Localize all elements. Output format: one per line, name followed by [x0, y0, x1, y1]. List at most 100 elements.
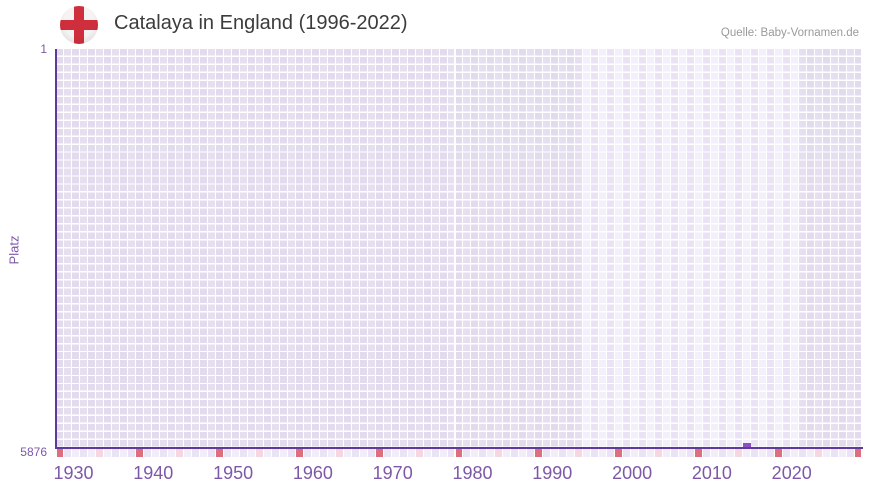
year-strip-cell-1952 [232, 449, 241, 457]
grid-column-1938 [120, 49, 129, 448]
year-strip-cell-1985 [495, 449, 504, 457]
year-strip-cell-1974 [407, 449, 416, 457]
grid-column-1934 [88, 49, 97, 448]
year-strip-cell-2027 [830, 449, 839, 457]
y-tick-min: 1 [40, 42, 47, 56]
data-point-2016 [742, 442, 751, 448]
grid-column-1930 [56, 49, 65, 448]
year-strip-cell-1994 [567, 449, 576, 457]
grid-column-2018 [758, 49, 767, 448]
grid-column-2008 [678, 49, 687, 448]
grid-column-2030 [854, 49, 863, 448]
year-strip-cell-1964 [327, 449, 336, 457]
grid-column-2025 [814, 49, 823, 448]
year-strip-cell-2024 [806, 449, 815, 457]
year-strip-cell-1962 [311, 449, 320, 457]
grid-column-1987 [511, 49, 520, 448]
grid-column-1948 [200, 49, 209, 448]
grid-column-1946 [184, 49, 193, 448]
year-strip-cell-1968 [359, 449, 368, 457]
year-strip-cell-1978 [439, 449, 448, 457]
year-strip-cell-1991 [543, 449, 552, 457]
year-strip-cell-1953 [240, 449, 248, 457]
year-strip-cell-1981 [463, 449, 472, 457]
year-strip-cell-2006 [662, 449, 671, 457]
year-strip-cell-1963 [319, 449, 328, 457]
x-axis-year-strip [56, 449, 863, 457]
year-strip-cell-2003 [639, 449, 648, 457]
x-tick-1930: 1930 [53, 463, 94, 483]
year-strip-cell-1949 [208, 449, 217, 457]
y-axis-line [55, 49, 57, 449]
y-tick-max: 5876 [20, 445, 47, 459]
year-strip-cell-1975 [415, 449, 424, 457]
grid-column-2019 [766, 49, 775, 448]
year-strip-cell-1980 [455, 449, 464, 457]
year-strip-cell-1930 [56, 449, 65, 457]
grid-column-1955 [256, 49, 264, 448]
grid-column-2023 [798, 49, 807, 448]
grid-column-1963 [319, 49, 328, 448]
year-strip-cell-1977 [431, 449, 440, 457]
year-strip-cell-1996 [583, 449, 592, 457]
grid-column-1985 [495, 49, 504, 448]
year-strip-cell-1931 [64, 449, 73, 457]
grid-column-1940 [136, 49, 145, 448]
grid-column-1980 [455, 49, 464, 448]
grid-column-1936 [104, 49, 113, 448]
grid-column-1972 [391, 49, 400, 448]
grid-column-1988 [519, 49, 528, 448]
x-tick-2010: 2010 [691, 463, 732, 483]
year-strip-cell-1973 [399, 449, 408, 457]
grid-column-1950 [216, 49, 225, 448]
england-flag-icon [60, 6, 98, 44]
grid-column-1982 [471, 49, 480, 448]
year-strip-cell-1971 [383, 449, 392, 457]
grid-column-1956 [263, 49, 272, 448]
year-strip-cell-2023 [798, 449, 807, 457]
grid-column-2026 [822, 49, 831, 448]
grid-column-2003 [639, 49, 648, 448]
year-strip-cell-1984 [487, 449, 496, 457]
year-strip-cell-1986 [503, 449, 512, 457]
year-strip-cell-1932 [72, 449, 81, 457]
grid-column-2000 [615, 49, 624, 448]
x-tick-2020: 2020 [771, 463, 812, 483]
grid-column-1979 [447, 49, 456, 448]
year-strip-cell-2011 [702, 449, 711, 457]
year-strip-cell-1966 [343, 449, 352, 457]
grid-column-1943 [160, 49, 169, 448]
grid-column-1969 [367, 49, 376, 448]
grid-column-1989 [527, 49, 536, 448]
grid-column-1959 [287, 49, 296, 448]
grid-column-1958 [279, 49, 288, 448]
x-tick-1950: 1950 [213, 463, 254, 483]
grid-column-1997 [591, 49, 600, 448]
grid-column-1942 [152, 49, 161, 448]
grid-column-1933 [80, 49, 89, 448]
year-strip-cell-2007 [670, 449, 679, 457]
year-strip-cell-1982 [471, 449, 480, 457]
grid-column-2029 [846, 49, 855, 448]
grid-column-1931 [64, 49, 73, 448]
year-strip-cell-1950 [216, 449, 225, 457]
grid-column-1996 [583, 49, 592, 448]
grid-column-1998 [599, 49, 608, 448]
year-strip-cell-2000 [615, 449, 624, 457]
year-strip-cell-2002 [631, 449, 640, 457]
year-strip-cell-1956 [263, 449, 272, 457]
grid-column-2015 [734, 49, 743, 448]
year-strip-cell-1947 [192, 449, 201, 457]
year-strip-cell-1995 [575, 449, 584, 457]
year-strip-cell-1957 [271, 449, 280, 457]
grid-column-1964 [327, 49, 336, 448]
year-strip-cell-1969 [367, 449, 376, 457]
grid-column-1961 [303, 49, 312, 448]
year-strip-cell-2020 [774, 449, 783, 457]
grid-column-1973 [399, 49, 408, 448]
year-strip-cell-2021 [782, 449, 791, 457]
grid-column-2001 [623, 49, 632, 448]
grid-column-2014 [726, 49, 735, 448]
year-strip-cell-2029 [846, 449, 855, 457]
grid-column-1984 [487, 49, 496, 448]
